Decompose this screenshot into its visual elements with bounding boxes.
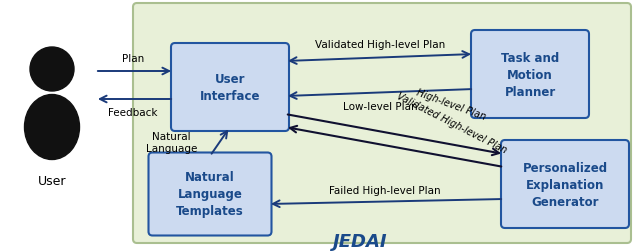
Text: Validated High-level Plan: Validated High-level Plan (315, 40, 445, 50)
Text: High-level Plan: High-level Plan (415, 87, 487, 121)
Ellipse shape (24, 95, 79, 160)
Text: User
Interface: User Interface (200, 73, 260, 103)
Text: Validated High-level Plan: Validated High-level Plan (395, 90, 508, 154)
Circle shape (30, 48, 74, 92)
FancyBboxPatch shape (171, 44, 289, 132)
FancyBboxPatch shape (133, 4, 631, 243)
Text: Plan: Plan (122, 54, 144, 64)
Text: Failed High-level Plan: Failed High-level Plan (329, 185, 441, 195)
Text: Low-level Plan: Low-level Plan (342, 102, 417, 112)
Text: Personalized
Explanation
Generator: Personalized Explanation Generator (522, 161, 607, 208)
Text: User: User (38, 174, 67, 187)
FancyBboxPatch shape (501, 140, 629, 228)
FancyBboxPatch shape (148, 153, 271, 236)
FancyBboxPatch shape (471, 31, 589, 118)
Text: Natural
Language
Templates: Natural Language Templates (176, 171, 244, 218)
Text: Feedback: Feedback (108, 108, 157, 117)
Text: Natural
Language: Natural Language (146, 132, 197, 153)
Text: Task and
Motion
Planner: Task and Motion Planner (501, 51, 559, 98)
Text: JEDAI: JEDAI (333, 232, 387, 250)
